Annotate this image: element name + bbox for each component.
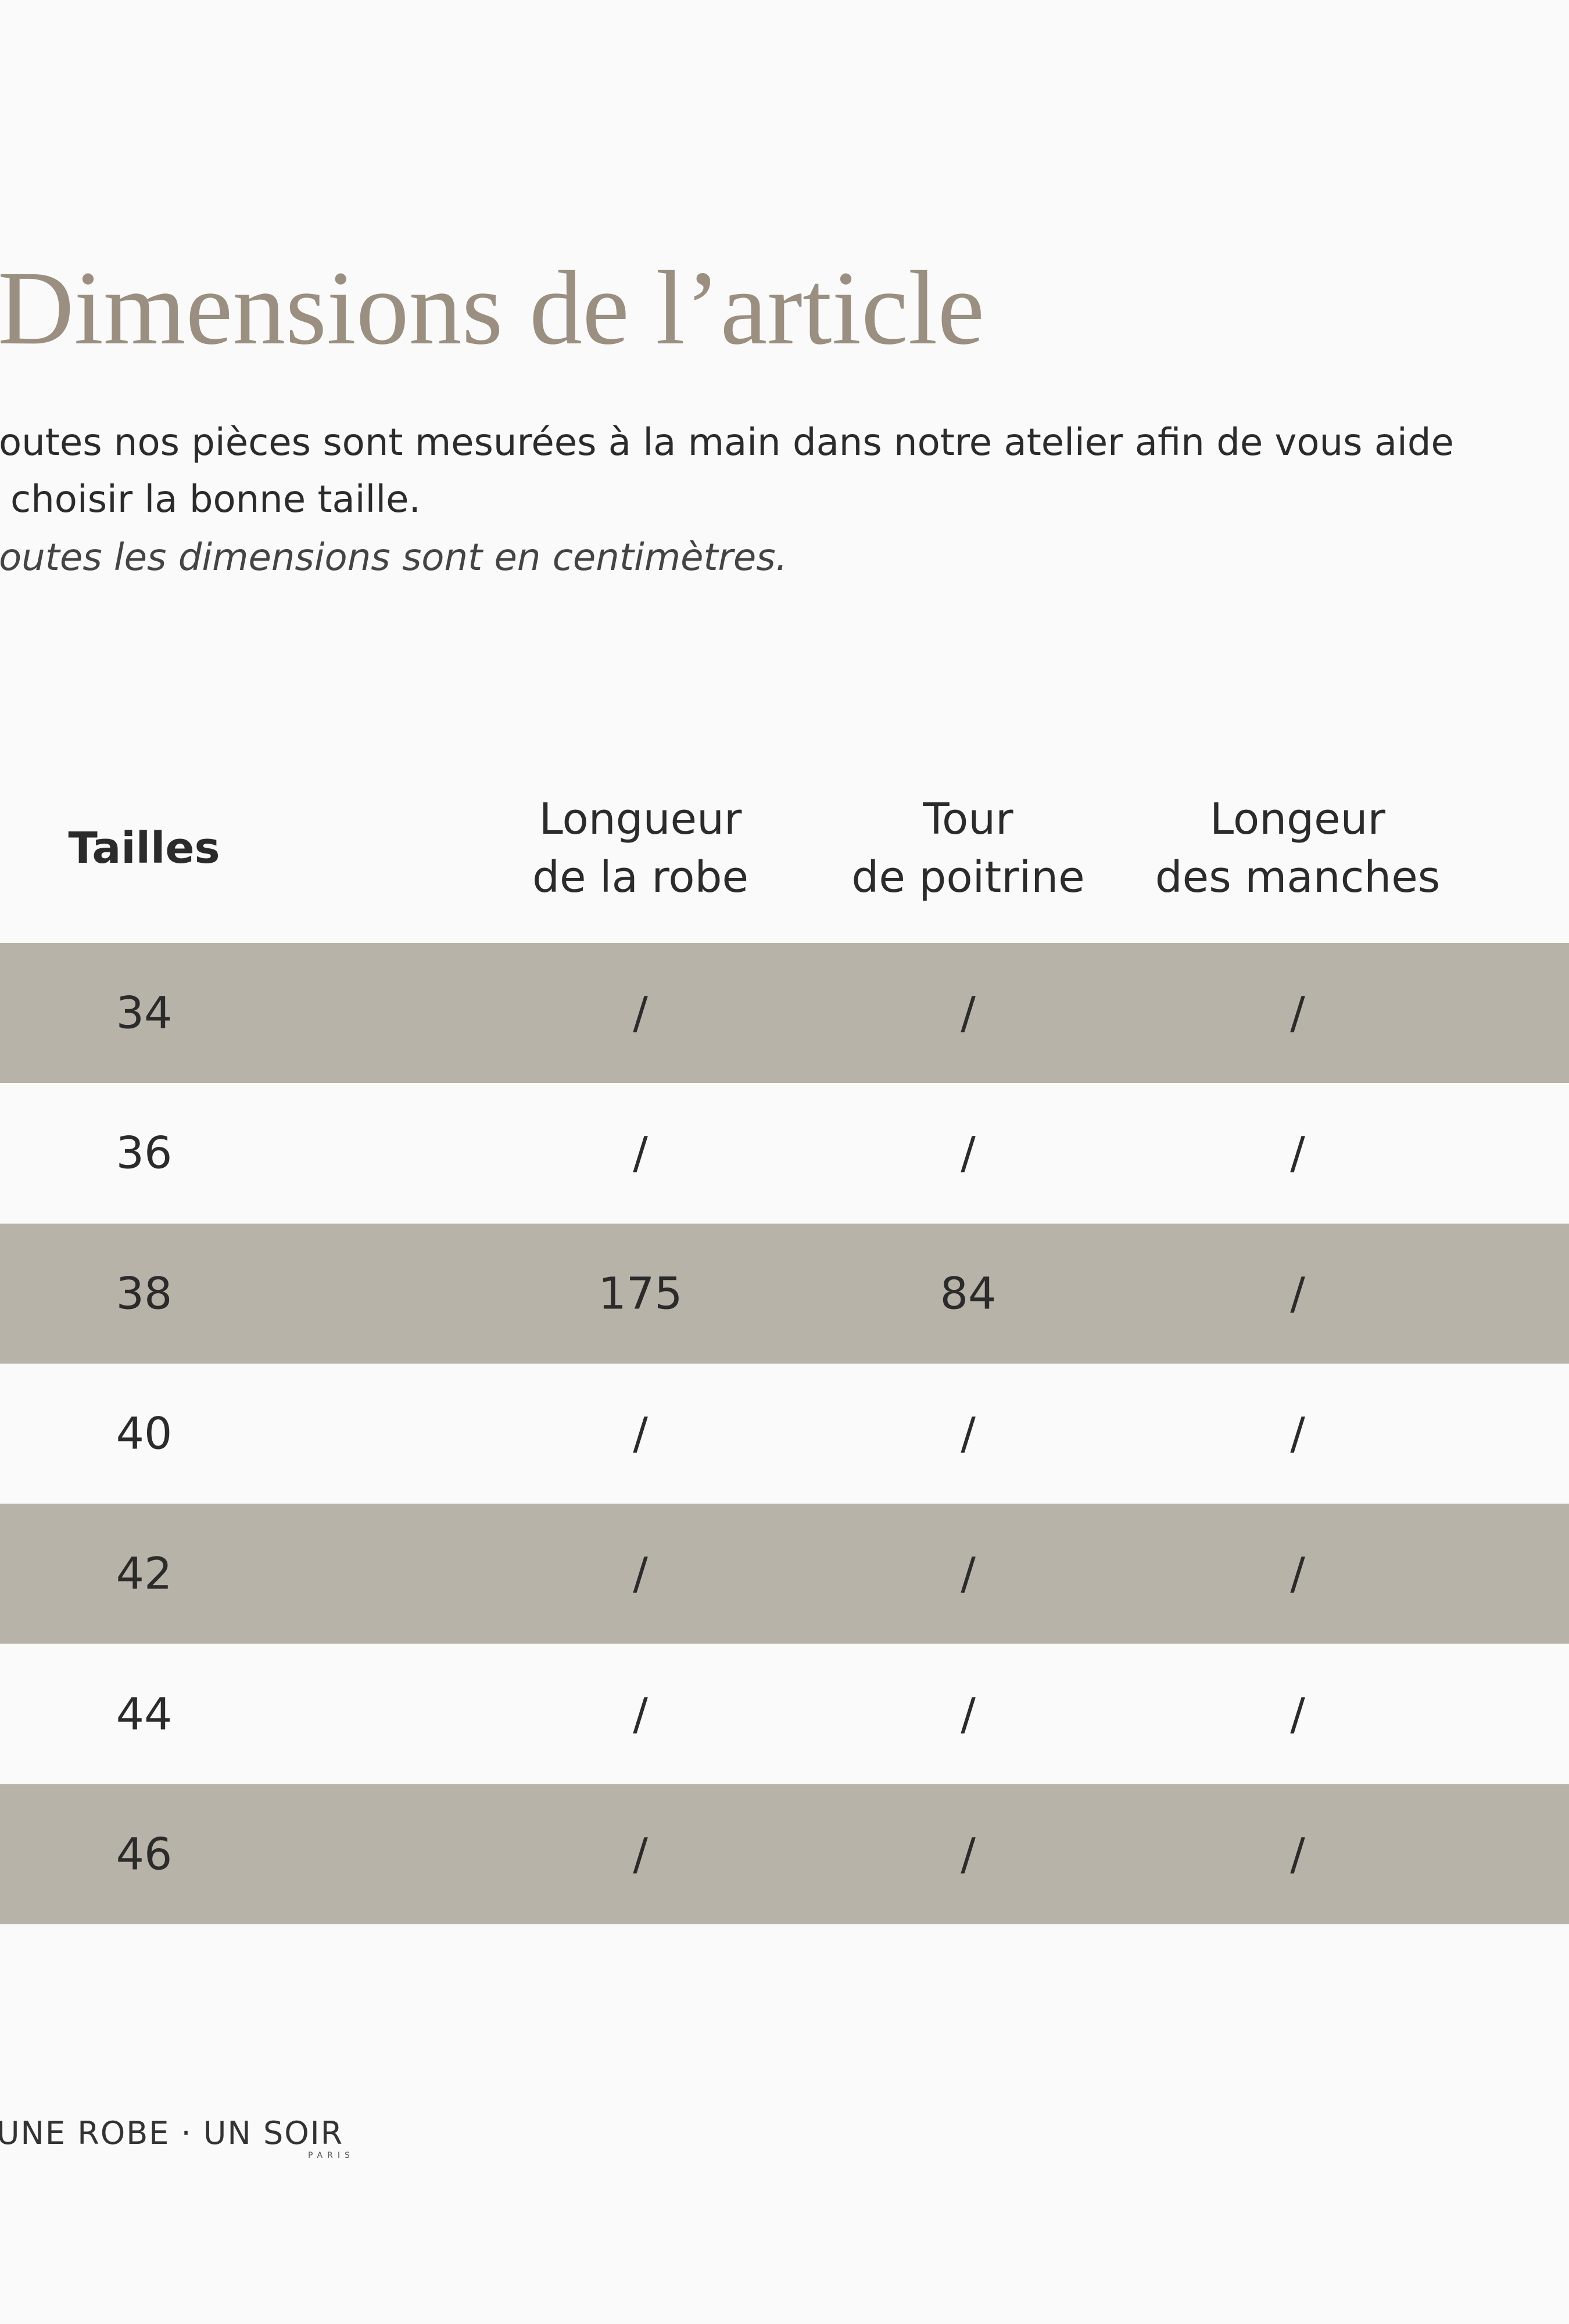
table-cell: / <box>961 987 976 1039</box>
column-header: Longueur de la robe <box>532 790 748 906</box>
table-cell: 42 <box>116 1547 173 1599</box>
table-cell: / <box>633 1688 648 1740</box>
table-row: 40 / / / <box>0 1363 1569 1504</box>
table-cell: 46 <box>116 1828 173 1880</box>
table-cell: 36 <box>116 1127 173 1179</box>
header-line: Tailles <box>68 823 220 873</box>
table-cell: / <box>961 1547 976 1599</box>
table-cell: / <box>1290 1407 1305 1459</box>
intro-note: outes les dimensions sont en centimètres… <box>0 536 787 579</box>
intro-line: outes nos pièces sont mesurées à la main… <box>0 421 1454 464</box>
table-cell: / <box>1290 1547 1305 1599</box>
table-cell: 175 <box>598 1267 683 1319</box>
header-line: Tour <box>923 794 1013 844</box>
header-line: des manches <box>1155 852 1441 902</box>
table-cell: / <box>961 1127 976 1179</box>
table-cell: / <box>633 1127 648 1179</box>
header-line: de la robe <box>532 852 749 902</box>
table-cell: 34 <box>116 987 173 1039</box>
table-cell: / <box>633 1828 648 1880</box>
logo-sub: PARIS <box>308 2151 354 2160</box>
table-cell: / <box>1290 1688 1305 1740</box>
table-cell: / <box>1290 987 1305 1039</box>
table-cell: / <box>1290 1267 1305 1319</box>
column-header: Tailles <box>68 819 220 877</box>
column-header: Tour de poitrine <box>851 790 1084 906</box>
header-line: Longueur <box>539 794 742 844</box>
table-row: 42 / / / <box>0 1504 1569 1644</box>
table-cell: 40 <box>116 1407 173 1459</box>
title: Dimensions de l’article <box>0 250 985 367</box>
column-header: Longeur des manches <box>1155 790 1441 906</box>
table-row: 46 / / / <box>0 1784 1569 1924</box>
table-cell: 84 <box>940 1267 997 1319</box>
table-row: 36 / / / <box>0 1083 1569 1224</box>
intro-line: choisir la bonne taille. <box>10 478 421 521</box>
table-cell: / <box>1290 1127 1305 1179</box>
header-line: de poitrine <box>851 852 1085 902</box>
table-row: 44 / / / <box>0 1644 1569 1784</box>
table-cell: / <box>1290 1828 1305 1880</box>
table-cell: / <box>633 1407 648 1459</box>
table-cell: / <box>961 1407 976 1459</box>
table-cell: 38 <box>116 1267 173 1319</box>
table-cell: / <box>633 1547 648 1599</box>
table-row: 38 175 84 / <box>0 1223 1569 1364</box>
logo: UNE ROBE · UN SOIR <box>0 2115 344 2151</box>
table-cell: 44 <box>116 1688 173 1740</box>
table-cell: / <box>633 987 648 1039</box>
table-cell: / <box>961 1828 976 1880</box>
header-line: Longeur <box>1210 794 1385 844</box>
table-row: 34 / / / <box>0 943 1569 1083</box>
table-cell: / <box>961 1688 976 1740</box>
